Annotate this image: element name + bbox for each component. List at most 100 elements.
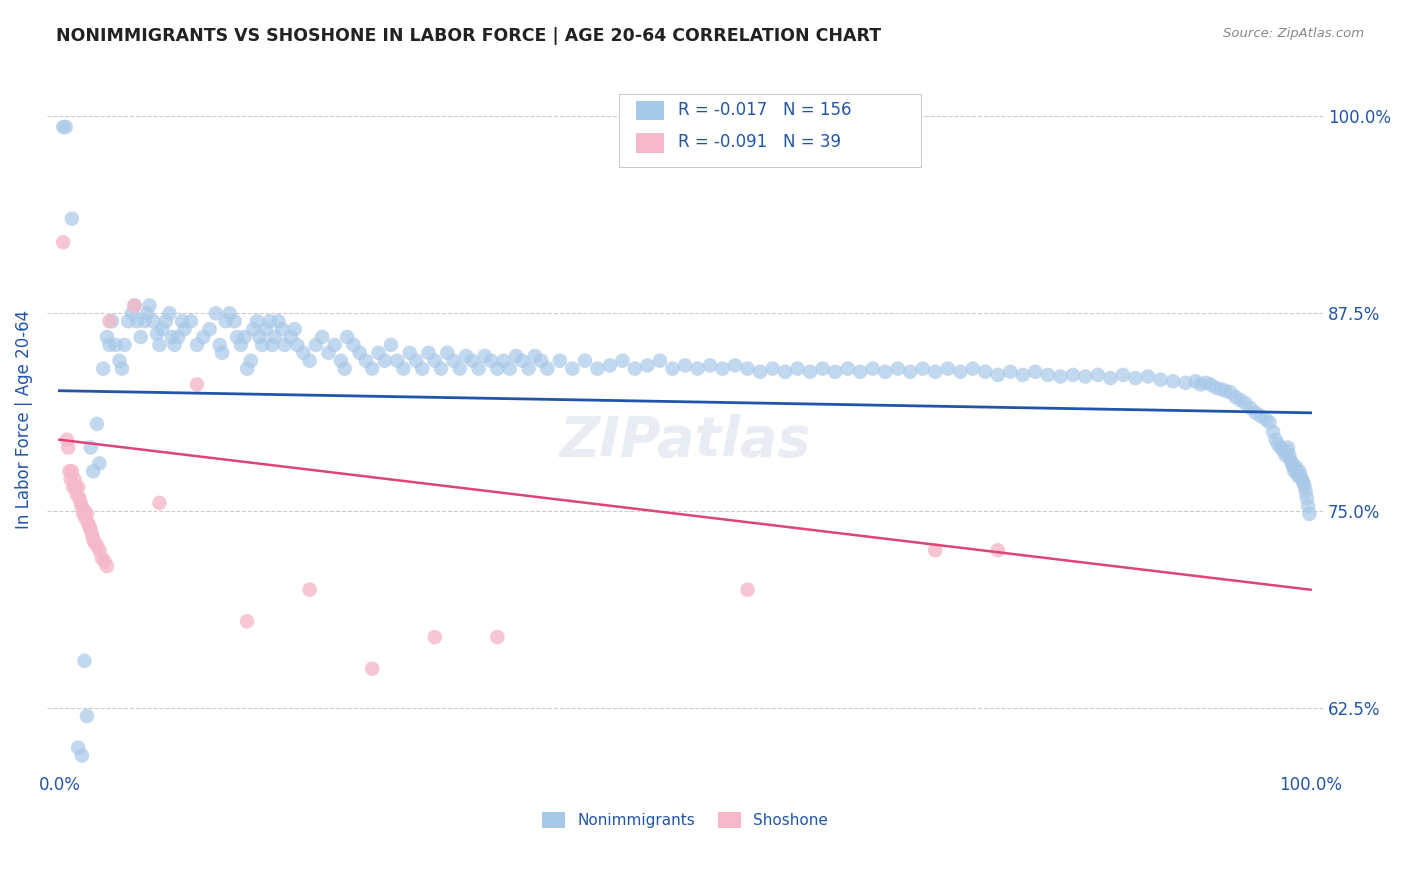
Nonimmigrants bbox=[1225, 390, 1247, 404]
Nonimmigrants bbox=[561, 361, 583, 376]
Nonimmigrants bbox=[1239, 401, 1261, 416]
Shoshone bbox=[186, 377, 208, 392]
Nonimmigrants bbox=[962, 361, 984, 376]
Y-axis label: In Labor Force | Age 20-64: In Labor Force | Age 20-64 bbox=[15, 310, 32, 530]
Nonimmigrants bbox=[1000, 365, 1022, 379]
Nonimmigrants bbox=[1219, 385, 1241, 400]
Nonimmigrants bbox=[1099, 371, 1122, 385]
Nonimmigrants bbox=[454, 349, 477, 363]
Nonimmigrants bbox=[155, 314, 177, 328]
Nonimmigrants bbox=[285, 338, 308, 352]
Nonimmigrants bbox=[211, 346, 233, 360]
Nonimmigrants bbox=[1286, 469, 1309, 483]
Nonimmigrants bbox=[114, 338, 136, 352]
Nonimmigrants bbox=[737, 361, 759, 376]
Nonimmigrants bbox=[574, 353, 596, 368]
Nonimmigrants bbox=[86, 417, 108, 431]
Nonimmigrants bbox=[267, 314, 290, 328]
Nonimmigrants bbox=[55, 120, 77, 134]
Nonimmigrants bbox=[1062, 368, 1084, 382]
Nonimmigrants bbox=[284, 322, 307, 336]
Nonimmigrants bbox=[193, 330, 215, 344]
Nonimmigrants bbox=[786, 361, 808, 376]
Nonimmigrants bbox=[79, 441, 101, 455]
Text: ZIPatlas: ZIPatlas bbox=[560, 414, 811, 468]
Nonimmigrants bbox=[749, 365, 772, 379]
Nonimmigrants bbox=[224, 314, 246, 328]
Nonimmigrants bbox=[411, 361, 433, 376]
Nonimmigrants bbox=[1274, 449, 1296, 463]
Nonimmigrants bbox=[89, 456, 111, 470]
Nonimmigrants bbox=[262, 338, 284, 352]
Nonimmigrants bbox=[180, 314, 202, 328]
Nonimmigrants bbox=[886, 361, 908, 376]
Nonimmigrants bbox=[1278, 449, 1301, 463]
Nonimmigrants bbox=[198, 322, 221, 336]
Nonimmigrants bbox=[146, 326, 169, 341]
Nonimmigrants bbox=[134, 314, 156, 328]
Nonimmigrants bbox=[298, 353, 321, 368]
Nonimmigrants bbox=[250, 338, 273, 352]
Shoshone bbox=[361, 662, 384, 676]
Nonimmigrants bbox=[1209, 382, 1232, 396]
Nonimmigrants bbox=[405, 353, 427, 368]
Nonimmigrants bbox=[263, 330, 285, 344]
Nonimmigrants bbox=[824, 365, 846, 379]
Nonimmigrants bbox=[637, 359, 659, 373]
Shoshone bbox=[86, 539, 108, 553]
Shoshone bbox=[52, 235, 75, 250]
Nonimmigrants bbox=[467, 361, 489, 376]
Nonimmigrants bbox=[423, 353, 446, 368]
Nonimmigrants bbox=[479, 353, 502, 368]
Nonimmigrants bbox=[1295, 491, 1317, 505]
Shoshone bbox=[56, 441, 79, 455]
Nonimmigrants bbox=[1284, 459, 1306, 474]
Nonimmigrants bbox=[136, 306, 159, 320]
Nonimmigrants bbox=[159, 306, 181, 320]
Shoshone bbox=[423, 630, 446, 644]
Nonimmigrants bbox=[208, 338, 231, 352]
Nonimmigrants bbox=[1087, 368, 1109, 382]
Nonimmigrants bbox=[512, 353, 534, 368]
Nonimmigrants bbox=[329, 353, 352, 368]
Nonimmigrants bbox=[849, 365, 872, 379]
Nonimmigrants bbox=[837, 361, 859, 376]
Nonimmigrants bbox=[1149, 373, 1171, 387]
Nonimmigrants bbox=[1285, 464, 1308, 478]
Shoshone bbox=[124, 298, 146, 312]
Shoshone bbox=[72, 507, 94, 521]
Nonimmigrants bbox=[246, 314, 269, 328]
Nonimmigrants bbox=[96, 330, 118, 344]
Nonimmigrants bbox=[1229, 393, 1251, 408]
Shoshone bbox=[93, 554, 115, 568]
Nonimmigrants bbox=[1279, 453, 1302, 467]
Nonimmigrants bbox=[342, 338, 364, 352]
Nonimmigrants bbox=[125, 314, 148, 328]
Shoshone bbox=[924, 543, 946, 558]
Nonimmigrants bbox=[160, 330, 183, 344]
Nonimmigrants bbox=[1258, 415, 1281, 429]
Nonimmigrants bbox=[1174, 376, 1197, 390]
Nonimmigrants bbox=[862, 361, 884, 376]
Nonimmigrants bbox=[1295, 484, 1317, 499]
Nonimmigrants bbox=[173, 322, 195, 336]
Nonimmigrants bbox=[673, 359, 696, 373]
Shoshone bbox=[737, 582, 759, 597]
Text: NONIMMIGRANTS VS SHOSHONE IN LABOR FORCE | AGE 20-64 CORRELATION CHART: NONIMMIGRANTS VS SHOSHONE IN LABOR FORCE… bbox=[56, 27, 882, 45]
Nonimmigrants bbox=[1277, 441, 1299, 455]
Nonimmigrants bbox=[76, 709, 98, 723]
Shoshone bbox=[58, 464, 80, 478]
Nonimmigrants bbox=[138, 298, 160, 312]
Nonimmigrants bbox=[101, 314, 124, 328]
Nonimmigrants bbox=[318, 346, 340, 360]
Nonimmigrants bbox=[443, 353, 465, 368]
Nonimmigrants bbox=[724, 359, 747, 373]
Nonimmigrants bbox=[1250, 409, 1272, 423]
Nonimmigrants bbox=[70, 748, 93, 763]
Shoshone bbox=[66, 488, 89, 502]
Text: Source: ZipAtlas.com: Source: ZipAtlas.com bbox=[1223, 27, 1364, 40]
Nonimmigrants bbox=[924, 365, 946, 379]
Nonimmigrants bbox=[73, 654, 96, 668]
Shoshone bbox=[79, 519, 101, 533]
Nonimmigrants bbox=[98, 338, 121, 352]
